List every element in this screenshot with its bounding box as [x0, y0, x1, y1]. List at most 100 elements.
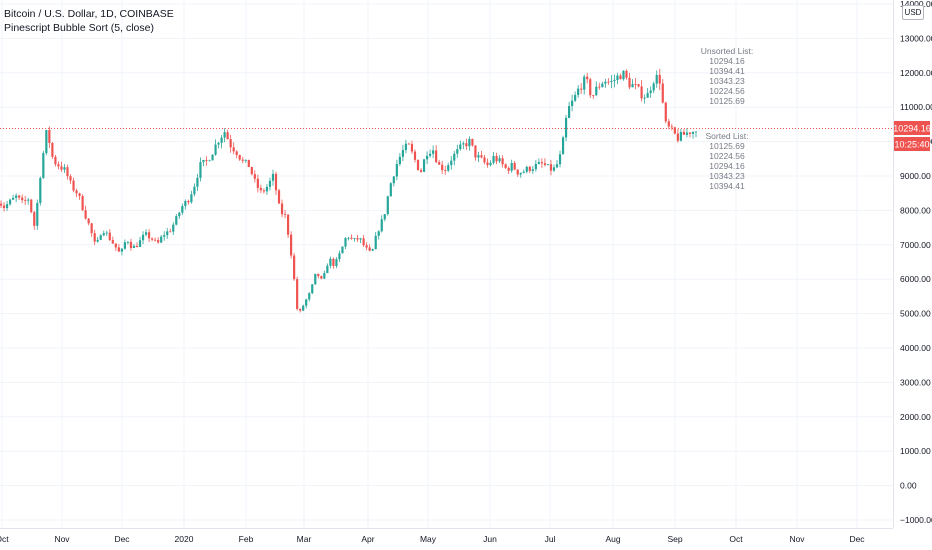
candle	[120, 248, 123, 256]
candle	[75, 188, 78, 198]
candle	[531, 166, 534, 174]
candle	[444, 165, 447, 175]
candle	[277, 188, 281, 204]
candle	[595, 81, 598, 96]
currency-selector[interactable]: USD	[902, 5, 924, 20]
candle	[622, 70, 625, 81]
x-tick-label: Jun	[483, 534, 497, 544]
candle	[332, 257, 335, 269]
candle	[435, 145, 438, 164]
candle	[190, 190, 193, 204]
candle	[374, 231, 377, 250]
candle	[377, 230, 380, 240]
candle	[640, 80, 643, 102]
candle	[45, 129, 48, 156]
unsorted-item: 10394.41	[709, 66, 745, 76]
candle	[468, 136, 471, 151]
candle	[220, 135, 223, 149]
candle	[286, 213, 290, 238]
candle	[72, 177, 75, 193]
candle	[8, 198, 12, 206]
candle	[410, 140, 414, 154]
price-scale[interactable]: −1000.00 0.00 1000.00 2000.00 3000.00 4000.00…	[893, 0, 932, 528]
candle	[271, 169, 275, 186]
sorted-item: 10125.69	[709, 141, 745, 151]
candle	[0, 200, 3, 208]
candle	[187, 199, 190, 205]
candle	[389, 182, 392, 197]
candle	[30, 198, 33, 214]
y-tick-label: 4000.00	[900, 343, 931, 353]
candle	[516, 169, 519, 177]
candle	[57, 161, 60, 170]
candle	[649, 86, 652, 98]
candle	[456, 144, 459, 158]
candle	[598, 82, 601, 90]
x-tick-label: Oct	[0, 534, 9, 544]
candle	[549, 159, 553, 176]
candle	[453, 151, 456, 166]
candle	[305, 298, 308, 309]
candle	[268, 177, 272, 191]
x-tick-label: Nov	[789, 534, 805, 544]
candle	[474, 145, 477, 161]
candle	[589, 77, 592, 99]
y-tick-label: 8000.00	[900, 205, 931, 215]
candle	[513, 160, 516, 171]
symbol-title[interactable]: Bitcoin / U.S. Dollar, 1D, COINBASE	[4, 8, 174, 20]
candle	[658, 68, 661, 91]
candle	[211, 154, 214, 161]
candle	[226, 129, 229, 140]
candles[interactable]	[0, 68, 698, 313]
candle	[193, 183, 196, 197]
sorted-item: 10394.41	[709, 181, 745, 191]
candle	[223, 128, 226, 143]
candle	[253, 170, 256, 183]
x-tick-label: Aug	[605, 534, 620, 544]
unsorted-list-title: Unsorted List:	[701, 46, 753, 56]
last-price-label: 10294.16 10:25:40	[893, 121, 931, 151]
x-tick-label: Nov	[54, 534, 70, 544]
candle	[371, 248, 374, 252]
candle	[543, 158, 547, 167]
y-tick-label: 9000.00	[900, 171, 931, 181]
candle	[214, 139, 217, 156]
y-tick-label: 14000.00	[900, 0, 932, 9]
candle	[350, 234, 353, 240]
candle	[489, 160, 492, 167]
candle	[564, 114, 568, 142]
candle	[151, 237, 154, 242]
candle	[353, 237, 356, 242]
candle	[12, 194, 15, 200]
y-tick-label: 0.00	[900, 481, 917, 491]
candle	[380, 215, 383, 233]
indicator-title[interactable]: Pinescript Bubble Sort (5, close)	[4, 22, 154, 34]
candle	[102, 230, 105, 237]
candle	[395, 159, 398, 181]
time-axis[interactable]: Oct Nov Dec 2020 Feb Mar Apr May Jun Jul Aug Sep Oct…	[0, 528, 893, 545]
candle	[262, 188, 266, 194]
candle	[625, 69, 628, 80]
candle	[362, 235, 365, 247]
sorted-item: 10343.23	[709, 171, 745, 181]
candle	[528, 165, 531, 174]
grid	[0, 0, 893, 528]
last-price-value: 10294.16	[893, 124, 931, 134]
sorted-list-annotation: Sorted List: 10125.69 10224.56 10294.16 …	[706, 131, 749, 191]
x-tick-label: May	[420, 534, 437, 544]
candle	[432, 145, 435, 159]
candle	[24, 195, 27, 205]
candle	[347, 236, 350, 241]
candle	[289, 231, 293, 259]
candle	[157, 237, 160, 244]
candle	[398, 153, 401, 167]
candle	[147, 229, 151, 242]
candle	[386, 195, 389, 216]
candle	[166, 227, 169, 239]
candle	[419, 168, 423, 173]
candle	[577, 85, 580, 98]
candle	[519, 172, 522, 178]
candle	[540, 158, 543, 168]
candle	[480, 150, 483, 159]
